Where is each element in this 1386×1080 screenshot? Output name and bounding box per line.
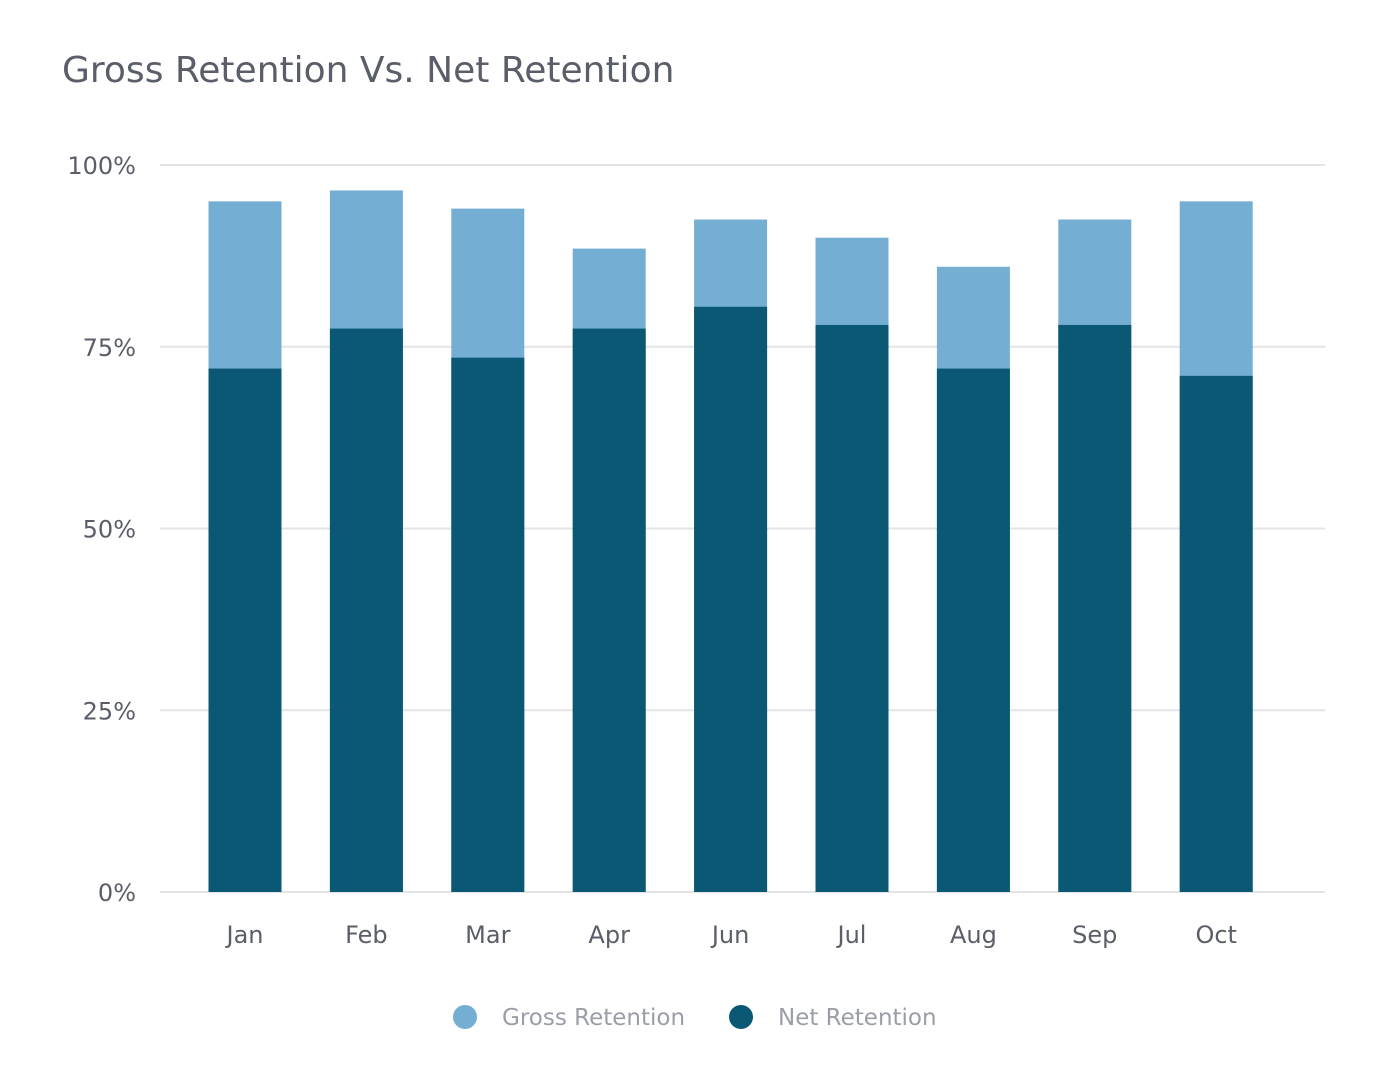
bar-net-retention	[815, 324, 889, 892]
x-tick-label: Feb	[345, 921, 388, 949]
legend-marker	[453, 1005, 477, 1029]
bar-net-retention	[936, 368, 1010, 892]
x-tick-label: Aug	[950, 921, 997, 949]
legend-marker	[729, 1005, 753, 1029]
x-tick-label: Apr	[588, 921, 630, 949]
bar-net-retention	[329, 328, 403, 892]
y-tick-label: 25%	[83, 697, 136, 725]
y-tick-label: 75%	[83, 334, 136, 362]
x-tick-label: Jul	[836, 921, 867, 949]
bar-net-retention	[572, 328, 646, 892]
x-tick-label: Mar	[465, 921, 510, 949]
y-tick-label: 0%	[98, 879, 136, 907]
legend-label: Gross Retention	[502, 1005, 685, 1031]
bar-net-retention	[208, 368, 282, 892]
bar-net-retention	[1058, 324, 1132, 892]
x-tick-label: Oct	[1195, 921, 1237, 949]
bar-net-retention	[1179, 375, 1253, 893]
y-tick-label: 50%	[83, 516, 136, 544]
x-tick-label: Jun	[710, 921, 750, 949]
bar-net-retention	[694, 306, 768, 892]
y-tick-label: 100%	[67, 152, 136, 180]
bar-net-retention	[451, 357, 525, 892]
x-tick-label: Sep	[1072, 921, 1117, 949]
chart-title: Gross Retention Vs. Net Retention	[62, 50, 675, 91]
x-tick-label: Jan	[225, 921, 264, 949]
legend-label: Net Retention	[778, 1005, 937, 1031]
